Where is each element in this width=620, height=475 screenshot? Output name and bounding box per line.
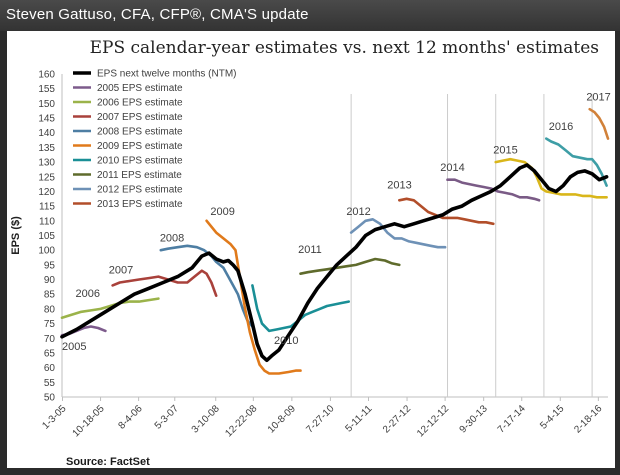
chart-panel: EPS calendar-year estimates vs. next 12 … xyxy=(7,31,615,468)
x-tick-label: 2-27-12 xyxy=(381,403,413,435)
year-annotation: 2010 xyxy=(274,335,298,347)
year-annotation: 2007 xyxy=(109,265,133,277)
eps-chart: EPS calendar-year estimates vs. next 12 … xyxy=(10,38,611,439)
series-line xyxy=(159,244,254,328)
y-tick-label: 80 xyxy=(44,304,56,315)
series-line xyxy=(111,269,218,297)
legend-label: 2005 EPS estimate xyxy=(97,83,183,94)
x-tick-label: 12-22-08 xyxy=(223,403,259,439)
series-line xyxy=(398,197,495,226)
x-tick-label: 5-11-11 xyxy=(344,403,375,434)
y-tick-label: 70 xyxy=(44,334,56,345)
y-tick-label: 95 xyxy=(44,260,56,271)
source-note: Source: FactSet xyxy=(66,456,150,468)
y-tick-label: 140 xyxy=(38,128,55,139)
legend-label: 2010 EPS estimate xyxy=(97,156,183,167)
y-tick-label: 60 xyxy=(44,363,56,374)
legend-label: EPS next twelve months (NTM) xyxy=(97,69,236,80)
y-tick-label: 135 xyxy=(38,143,55,154)
y-tick-label: 100 xyxy=(38,246,55,257)
year-annotation: 2006 xyxy=(75,288,99,300)
y-tick-label: 120 xyxy=(38,187,55,198)
year-annotation: 2013 xyxy=(387,180,411,192)
x-tick-label: 7-17-14 xyxy=(496,403,528,435)
year-annotation: 2009 xyxy=(210,206,234,218)
series-line xyxy=(349,218,447,249)
legend-label: 2012 EPS estimate xyxy=(97,185,183,196)
y-axis-label: EPS ($) xyxy=(10,216,22,255)
y-tick-label: 160 xyxy=(38,70,55,81)
window-header: Steven Gattuso, CFA, CFP®, CMA'S update xyxy=(0,0,620,31)
x-tick-label: 9-30-13 xyxy=(458,403,490,435)
x-tick-label: 5-4-15 xyxy=(538,403,567,432)
legend-label: 2006 EPS estimate xyxy=(97,98,183,109)
series-line xyxy=(494,157,608,199)
y-tick-label: 155 xyxy=(38,84,55,95)
legend-label: 2008 EPS estimate xyxy=(97,127,183,138)
series-line xyxy=(205,219,302,375)
year-annotation: 2016 xyxy=(549,121,573,133)
y-tick-label: 125 xyxy=(38,172,55,183)
y-tick-label: 85 xyxy=(44,290,56,301)
series-line xyxy=(299,257,401,275)
year-annotation: 2005 xyxy=(62,341,86,353)
y-tick-label: 50 xyxy=(44,393,56,404)
y-tick-label: 130 xyxy=(38,158,55,169)
legend-label: 2013 EPS estimate xyxy=(97,199,183,210)
y-tick-label: 110 xyxy=(39,216,55,227)
legend-label: 2011 EPS estimate xyxy=(97,170,182,181)
y-tick-label: 145 xyxy=(38,114,55,125)
chart-title: EPS calendar-year estimates vs. next 12 … xyxy=(90,38,599,58)
year-annotation: 2012 xyxy=(346,206,370,218)
y-tick-label: 75 xyxy=(44,319,56,330)
year-annotation: 2014 xyxy=(440,162,464,174)
year-annotation: 2008 xyxy=(160,232,184,244)
x-tick-label: 7-27-10 xyxy=(304,403,336,435)
year-annotation: 2017 xyxy=(586,91,610,103)
series-line xyxy=(60,163,609,363)
x-tick-label: 1-3-05 xyxy=(40,403,69,432)
y-tick-label: 55 xyxy=(44,378,56,389)
x-tick-label: 2-18-16 xyxy=(572,403,604,435)
x-tick-label: 10-18-05 xyxy=(71,403,107,439)
header-title: Steven Gattuso, CFA, CFP®, CMA'S update xyxy=(6,6,309,23)
series-line xyxy=(60,297,160,319)
y-tick-label: 105 xyxy=(38,231,55,242)
x-tick-label: 3-10-08 xyxy=(190,403,222,435)
y-tick-label: 65 xyxy=(44,348,56,359)
legend-label: 2009 EPS estimate xyxy=(97,141,183,152)
year-annotation: 2015 xyxy=(493,144,517,156)
series-line xyxy=(588,107,610,140)
series-line xyxy=(545,137,608,187)
x-tick-label: 8-4-06 xyxy=(117,403,146,432)
legend-label: 2007 EPS estimate xyxy=(97,112,183,123)
x-tick-label: 12-12-12 xyxy=(415,403,451,439)
year-annotation: 2011 xyxy=(298,244,322,256)
x-tick-label: 10-8-09 xyxy=(266,403,298,435)
series-line xyxy=(251,284,350,333)
y-tick-label: 90 xyxy=(44,275,56,286)
x-tick-label: 5-3-07 xyxy=(153,403,182,432)
y-tick-label: 115 xyxy=(39,202,55,213)
y-tick-label: 150 xyxy=(38,99,55,110)
